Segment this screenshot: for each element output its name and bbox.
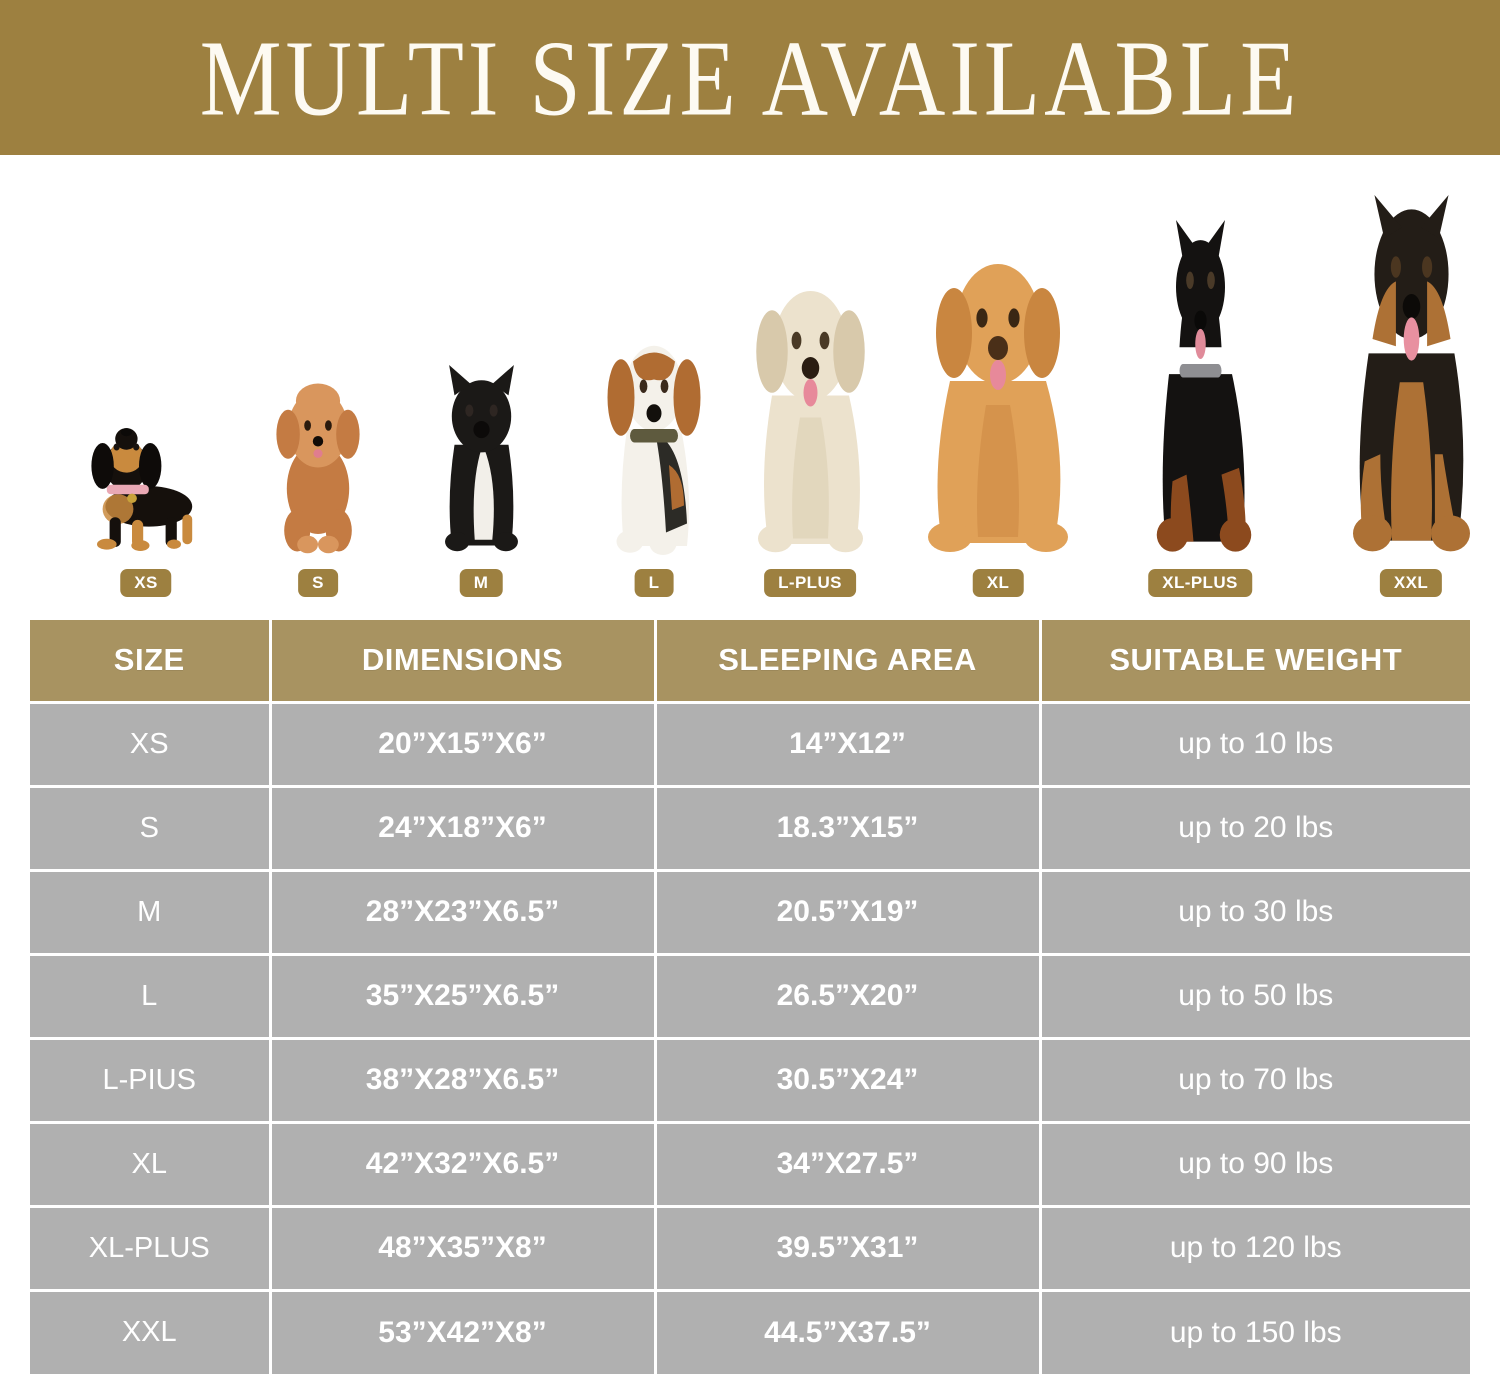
cell-size: M [30,870,272,956]
cell-weight: up to 30 lbs [1040,870,1470,956]
size-badge-xl-plus: XL-PLUS [1148,569,1252,597]
column-header-size: SIZE [30,620,272,704]
dog-image-xl-plus [1113,220,1288,555]
cell-sleeping-area: 14”X12” [655,702,1042,788]
cell-weight: up to 90 lbs [1040,1122,1470,1208]
cell-dimensions: 48”X35”X8” [270,1206,657,1292]
cell-sleeping-area: 26.5”X20” [655,954,1042,1040]
cell-weight: up to 20 lbs [1040,786,1470,872]
dog-image-s [253,380,383,555]
table-row: XL 42”X32”X6.5” 34”X27.5” up to 90 lbs [30,1122,1470,1208]
dog-image-l-plus [723,280,898,555]
cell-dimensions: 35”X25”X6.5” [270,954,657,1040]
cell-size: S [30,786,272,872]
size-table: SIZE DIMENSIONS SLEEPING AREA SUITABLE W… [30,620,1470,1374]
table-row: XXL 53”X42”X8” 44.5”X37.5” up to 150 lbs [30,1290,1470,1374]
column-header-dimensions: DIMENSIONS [270,620,657,704]
cell-dimensions: 20”X15”X6” [270,702,657,788]
table-row: M 28”X23”X6.5” 20.5”X19” up to 30 lbs [30,870,1470,956]
cell-dimensions: 28”X23”X6.5” [270,870,657,956]
table-header-row: SIZE DIMENSIONS SLEEPING AREA SUITABLE W… [30,620,1470,704]
dog-image-xxl [1314,195,1500,555]
table-row: S 24”X18”X6” 18.3”X15” up to 20 lbs [30,786,1470,872]
column-header-weight: SUITABLE WEIGHT [1040,620,1470,704]
cell-sleeping-area: 30.5”X24” [655,1038,1042,1124]
cell-sleeping-area: 34”X27.5” [655,1122,1042,1208]
cell-dimensions: 38”X28”X6.5” [270,1038,657,1124]
cell-size: XXL [30,1290,272,1374]
dog-lineup: XS S M L L-PLUS XL XL-PLUS XXL [0,155,1500,615]
cell-size: XS [30,702,272,788]
table-row: L-PIUS 38”X28”X6.5” 30.5”X24” up to 70 lbs [30,1038,1470,1124]
cell-weight: up to 120 lbs [1040,1206,1470,1292]
table-header: SIZE DIMENSIONS SLEEPING AREA SUITABLE W… [30,620,1470,704]
table-row: XL-PLUS 48”X35”X8” 39.5”X31” up to 120 lbs [30,1206,1470,1292]
page-title: MULTI SIZE AVAILABLE [199,17,1301,138]
size-badge-l-plus: L-PLUS [764,569,856,597]
table-body: XS 20”X15”X6” 14”X12” up to 10 lbs S 24”X18”X… [30,702,1470,1374]
cell-weight: up to 50 lbs [1040,954,1470,1040]
size-badge-l: L [634,569,674,597]
cell-sleeping-area: 18.3”X15” [655,786,1042,872]
cell-size: XL-PLUS [30,1206,272,1292]
banner: MULTI SIZE AVAILABLE [0,0,1500,155]
cell-weight: up to 10 lbs [1040,702,1470,788]
table-row: XS 20”X15”X6” 14”X12” up to 10 lbs [30,702,1470,788]
cell-size: L [30,954,272,1040]
dog-image-m [414,365,549,555]
dog-image-l [579,330,729,555]
cell-sleeping-area: 39.5”X31” [655,1206,1042,1292]
size-badge-m: M [459,569,503,597]
size-badge-xl: XL [972,569,1024,597]
size-badge-xxl: XXL [1379,569,1443,597]
cell-dimensions: 42”X32”X6.5” [270,1122,657,1208]
size-badge-xs: XS [120,569,172,597]
cell-dimensions: 24”X18”X6” [270,786,657,872]
cell-dimensions: 53”X42”X8” [270,1290,657,1374]
cell-sleeping-area: 44.5”X37.5” [655,1290,1042,1374]
cell-weight: up to 70 lbs [1040,1038,1470,1124]
size-badge-s: S [298,569,338,597]
table-row: L 35”X25”X6.5” 26.5”X20” up to 50 lbs [30,954,1470,1040]
cell-size: XL [30,1122,272,1208]
cell-size: L-PIUS [30,1038,272,1124]
cell-weight: up to 150 lbs [1040,1290,1470,1374]
cell-sleeping-area: 20.5”X19” [655,870,1042,956]
dog-image-xl [898,255,1098,555]
column-header-sleeping-area: SLEEPING AREA [655,620,1042,704]
dog-image-xs [76,420,216,555]
